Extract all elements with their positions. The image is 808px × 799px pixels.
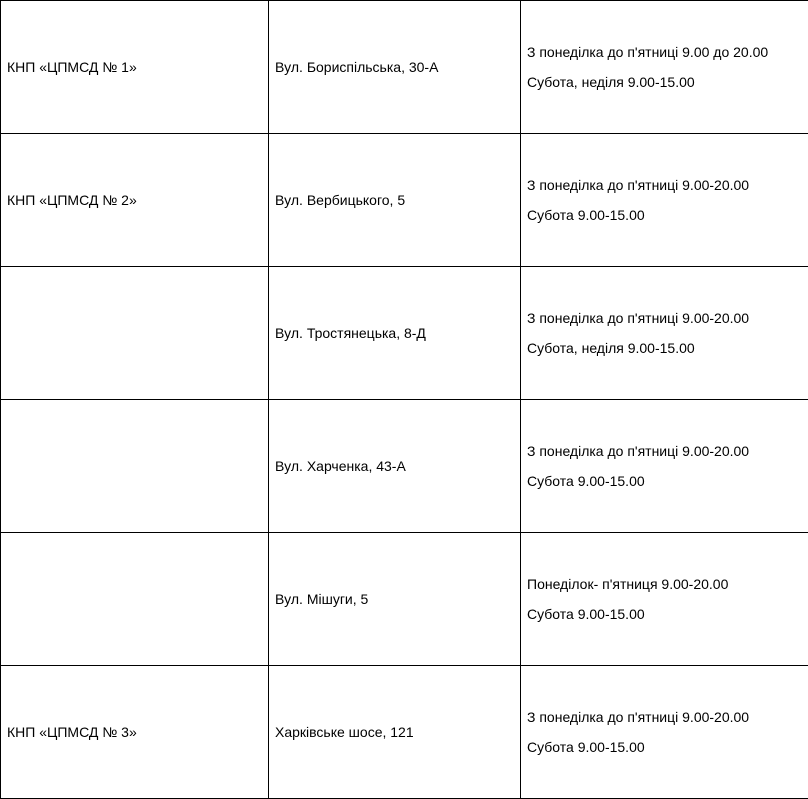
table-row: КНП «ЦПМСД № 2» Вул. Вербицького, 5 З по…	[1, 134, 808, 267]
schedule-weekday: З понеділка до п'ятниці 9.00-20.00	[527, 177, 802, 193]
table-row: Вул. Тростянецька, 8-Д З понеділка до п'…	[1, 267, 808, 400]
schedule-weekend: Субота 9.00-15.00	[527, 739, 802, 755]
cell-address: Вул. Харченка, 43-А	[269, 400, 521, 533]
cell-name	[1, 267, 269, 400]
cell-schedule: З понеділка до п'ятниці 9.00-20.00 Субот…	[521, 134, 808, 267]
cell-name	[1, 400, 269, 533]
table-row: Вул. Харченка, 43-А З понеділка до п'ятн…	[1, 400, 808, 533]
cell-name	[1, 533, 269, 666]
cell-address: Вул. Бориспільська, 30-А	[269, 1, 521, 134]
cell-schedule: Понеділок- п'ятниця 9.00-20.00 Субота 9.…	[521, 533, 808, 666]
cell-schedule: З понеділка до п'ятниці 9.00-20.00 Субот…	[521, 666, 808, 799]
schedule-weekday: З понеділка до п'ятниці 9.00-20.00	[527, 709, 802, 725]
cell-address: Вул. Тростянецька, 8-Д	[269, 267, 521, 400]
schedule-weekend: Субота, неділя 9.00-15.00	[527, 340, 802, 356]
table-row: Вул. Мішуги, 5 Понеділок- п'ятниця 9.00-…	[1, 533, 808, 666]
schedule-weekend: Субота 9.00-15.00	[527, 606, 802, 622]
schedule-table: КНП «ЦПМСД № 1» Вул. Бориспільська, 30-А…	[0, 0, 808, 799]
cell-address: Вул. Вербицького, 5	[269, 134, 521, 267]
cell-schedule: З понеділка до п'ятниці 9.00-20.00 Субот…	[521, 267, 808, 400]
cell-name: КНП «ЦПМСД № 2»	[1, 134, 269, 267]
cell-name: КНП «ЦПМСД № 1»	[1, 1, 269, 134]
cell-address: Харківське шосе, 121	[269, 666, 521, 799]
schedule-weekday: З понеділка до п'ятниці 9.00-20.00	[527, 310, 802, 326]
cell-schedule: З понеділка до п'ятниці 9.00 до 20.00 Су…	[521, 1, 808, 134]
table-row: КНП «ЦПМСД № 3» Харківське шосе, 121 З п…	[1, 666, 808, 799]
schedule-weekend: Субота 9.00-15.00	[527, 207, 802, 223]
schedule-weekday: З понеділка до п'ятниці 9.00 до 20.00	[527, 44, 802, 60]
cell-name: КНП «ЦПМСД № 3»	[1, 666, 269, 799]
schedule-weekday: З понеділка до п'ятниці 9.00-20.00	[527, 443, 802, 459]
cell-address: Вул. Мішуги, 5	[269, 533, 521, 666]
cell-schedule: З понеділка до п'ятниці 9.00-20.00 Субот…	[521, 400, 808, 533]
schedule-weekend: Субота, неділя 9.00-15.00	[527, 74, 802, 90]
schedule-weekend: Субота 9.00-15.00	[527, 473, 802, 489]
schedule-weekday: Понеділок- п'ятниця 9.00-20.00	[527, 576, 802, 592]
table-row: КНП «ЦПМСД № 1» Вул. Бориспільська, 30-А…	[1, 1, 808, 134]
